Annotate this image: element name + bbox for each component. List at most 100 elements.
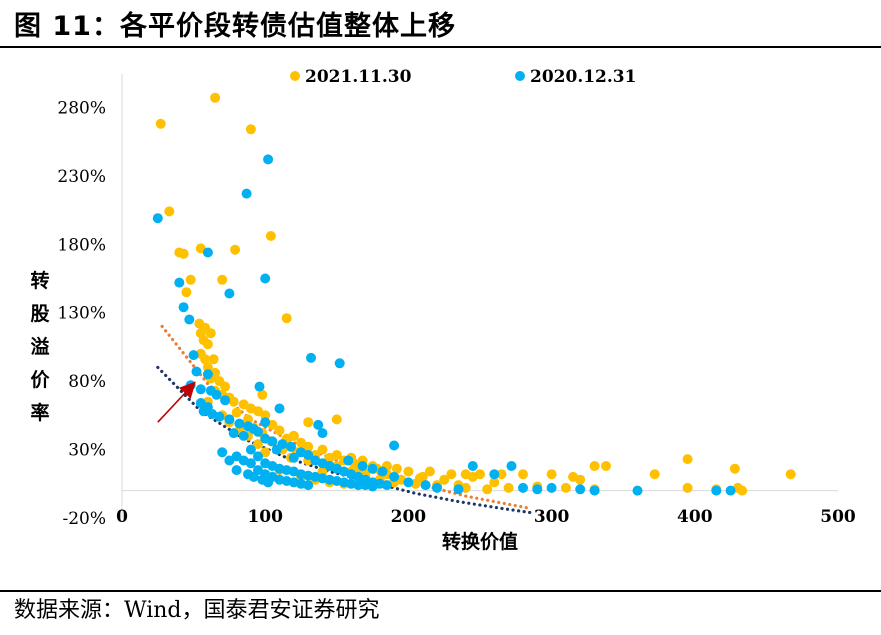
- data-point: [303, 417, 314, 428]
- data-point: [357, 461, 368, 471]
- data-point: [202, 369, 213, 380]
- data-point: [274, 425, 285, 436]
- data-point: [367, 463, 378, 474]
- x-tick-label: 200: [391, 507, 427, 527]
- data-point: [424, 466, 435, 477]
- data-point: [217, 274, 228, 285]
- data-point: [230, 244, 241, 255]
- legend-marker: [515, 71, 525, 81]
- data-point: [489, 469, 500, 480]
- x-tick-label: 300: [534, 507, 570, 527]
- data-point: [220, 395, 231, 406]
- data-point: [231, 465, 242, 476]
- data-point: [243, 414, 253, 425]
- series-2020.12.31: [152, 154, 736, 496]
- data-point: [184, 314, 195, 325]
- data-point: [224, 288, 235, 299]
- data-point: [414, 473, 425, 484]
- data-point: [467, 471, 478, 482]
- data-point: [575, 474, 586, 485]
- data-point: [286, 441, 296, 452]
- data-point: [274, 403, 285, 414]
- trendline-2020.12.31: [156, 365, 532, 515]
- data-point: [725, 485, 736, 496]
- data-point: [245, 124, 256, 135]
- data-point: [178, 248, 189, 259]
- data-point: [403, 466, 414, 477]
- data-point: [152, 213, 163, 224]
- data-point: [288, 452, 299, 463]
- data-point: [253, 426, 263, 437]
- data-point: [589, 485, 600, 496]
- data-point: [737, 485, 748, 496]
- data-point: [234, 418, 245, 429]
- data-point: [303, 480, 314, 491]
- data-point: [238, 455, 249, 466]
- x-tick-label: 0: [116, 507, 128, 527]
- data-point: [381, 480, 392, 491]
- bottom-rule: [0, 590, 881, 592]
- data-point: [649, 469, 660, 480]
- data-point: [205, 328, 216, 339]
- x-tick-label: 100: [247, 507, 283, 527]
- data-point: [589, 461, 600, 471]
- annotation: [157, 381, 196, 423]
- data-point: [224, 414, 235, 425]
- data-point: [446, 469, 457, 480]
- data-point: [682, 482, 693, 493]
- y-tick-label: 280%: [57, 98, 106, 118]
- y-tick-label: 30%: [68, 441, 106, 461]
- data-point: [267, 436, 278, 447]
- data-point: [248, 471, 259, 482]
- x-tick-label: 500: [820, 507, 856, 527]
- data-point: [254, 381, 265, 392]
- data-point: [367, 481, 378, 492]
- data-point: [575, 484, 586, 495]
- data-point: [785, 469, 796, 480]
- y-tick-label: 130%: [57, 304, 106, 324]
- data-point: [439, 474, 450, 485]
- data-point: [303, 450, 314, 460]
- data-point: [210, 92, 221, 103]
- data-point: [331, 414, 342, 425]
- data-point: [263, 477, 274, 488]
- x-axis-title: 转换价值: [442, 530, 518, 553]
- data-point: [191, 366, 202, 377]
- data-point: [482, 484, 493, 495]
- data-point: [632, 485, 643, 496]
- legend-label: 2020.12.31: [530, 67, 636, 87]
- data-point: [546, 482, 557, 493]
- data-point: [467, 461, 478, 471]
- data-point: [389, 471, 400, 482]
- data-point: [224, 455, 235, 466]
- data-point: [496, 469, 507, 480]
- data-point: [181, 287, 192, 298]
- data-point: [711, 485, 722, 496]
- data-point: [317, 428, 328, 439]
- data-point: [208, 354, 219, 365]
- chart-title: 图 11：各平价段转债估值整体上移: [14, 11, 456, 42]
- data-point: [532, 484, 543, 495]
- trend-shift-arrow: [157, 381, 196, 423]
- legend-marker: [290, 71, 300, 81]
- data-point: [202, 339, 213, 350]
- data-point: [188, 350, 199, 361]
- data-point: [281, 313, 292, 324]
- data-point: [198, 406, 209, 417]
- data-point: [389, 440, 400, 451]
- data-point: [200, 354, 211, 365]
- data-point: [453, 484, 464, 495]
- data-point: [260, 417, 271, 428]
- data-point: [560, 482, 571, 493]
- data-point: [317, 444, 328, 455]
- data-point: [601, 461, 611, 471]
- data-point: [403, 477, 414, 488]
- top-rule: [0, 46, 881, 48]
- data-point: [503, 482, 514, 493]
- data-point: [729, 463, 740, 474]
- data-point: [260, 273, 271, 284]
- data-points: [152, 92, 796, 496]
- data-point: [195, 384, 206, 395]
- data-point: [377, 466, 388, 477]
- data-point: [682, 454, 693, 465]
